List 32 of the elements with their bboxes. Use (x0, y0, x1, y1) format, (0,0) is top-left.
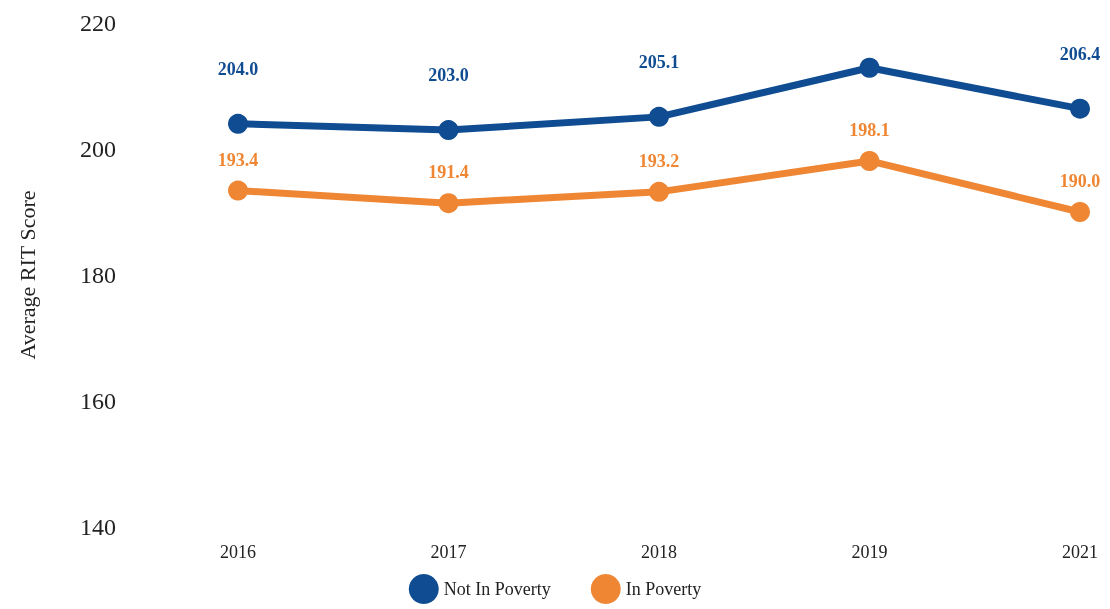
data-label: 193.2 (638, 150, 680, 171)
y-tick-label: 200 (80, 136, 116, 162)
y-tick-label: 180 (80, 262, 116, 288)
point (859, 57, 880, 78)
point (649, 181, 669, 202)
data-label: 204.0 (217, 58, 259, 79)
legend-label: In Poverty (625, 579, 702, 599)
y-tick-label: 140 (80, 514, 116, 540)
x-tick-label: 2016 (220, 542, 256, 562)
point (228, 113, 248, 134)
point (438, 120, 459, 141)
y-tick-label: 160 (80, 388, 116, 414)
point (228, 180, 248, 201)
x-tick-label: 2019 (851, 542, 888, 562)
data-label: 206.4 (1059, 43, 1101, 64)
data-label: 203.0 (428, 65, 469, 86)
x-tick-label: 2018 (641, 542, 677, 562)
x-tick-label: 2021 (1062, 542, 1098, 562)
y-tick-label: 220 (80, 10, 116, 36)
legend-label: Not In Poverty (443, 579, 551, 599)
point (649, 106, 669, 127)
data-label: 205.1 (638, 51, 680, 72)
x-tick-label: 2017 (430, 542, 467, 562)
data-label: 193.4 (217, 149, 259, 170)
point (438, 193, 459, 214)
point (1070, 202, 1090, 222)
data-label: 191.4 (428, 162, 469, 183)
data-label: 190.0 (1059, 171, 1101, 191)
point (859, 150, 880, 171)
data-label: 198.1 (849, 119, 890, 140)
point (1070, 98, 1090, 119)
y-axis-title: Average RIT Score (14, 190, 40, 360)
